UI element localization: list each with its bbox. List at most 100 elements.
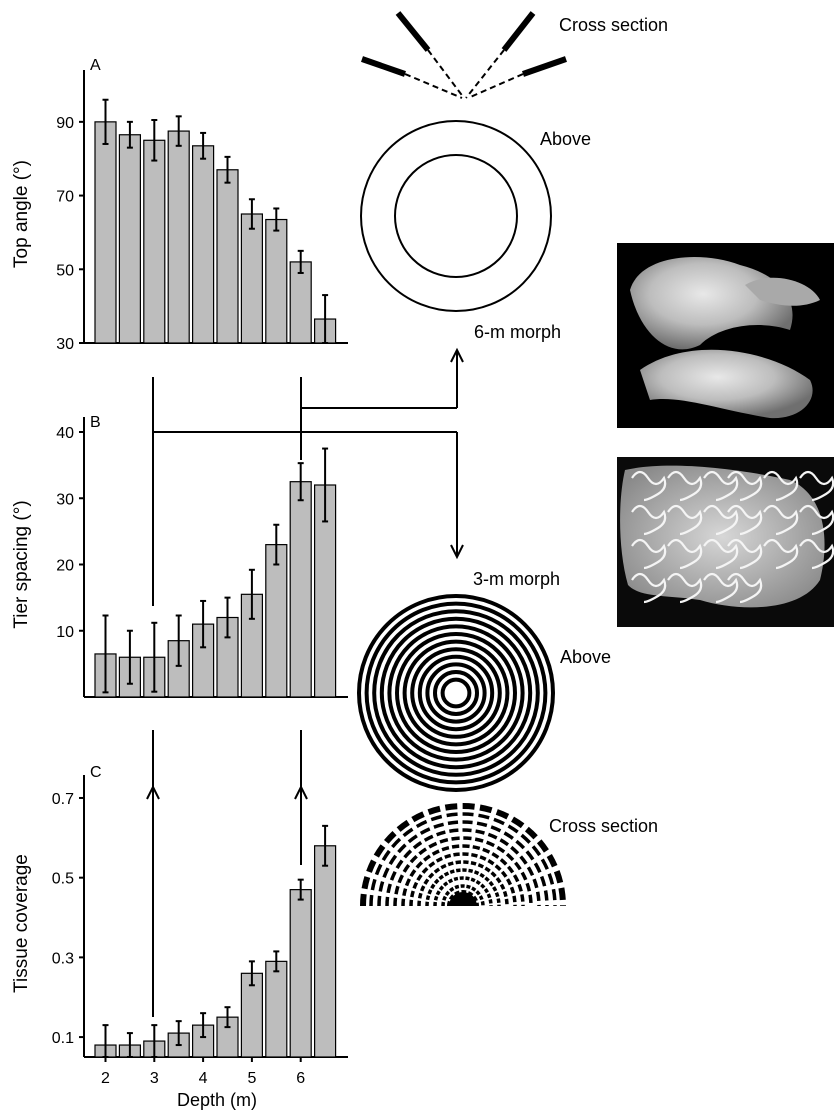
- panel-c-tissue-coverage-chart: C 0.1 0.3 0.5 0.7 Tissue coverage 2 3 4 5 6: [11, 764, 348, 1087]
- panel-letter: B: [90, 414, 101, 431]
- coral-ridge: [703, 572, 739, 604]
- coral-ridge: [727, 470, 763, 502]
- bar: [265, 218, 288, 344]
- cross-section-arc: [441, 884, 485, 907]
- coral-ridge: [763, 538, 799, 570]
- cross-section-arc: [385, 828, 541, 907]
- coral-ridge: [667, 504, 703, 536]
- ring: [433, 670, 479, 716]
- coral-ridge: [703, 538, 739, 570]
- ring: [395, 632, 517, 754]
- y-axis-label: Tissue coverage: [11, 854, 32, 993]
- bar: [118, 134, 142, 344]
- panel-letter: C: [90, 764, 102, 781]
- cross-section-arc: [409, 852, 517, 907]
- y-tick-label: 10: [56, 624, 74, 641]
- coral-ridge: [799, 504, 834, 536]
- x-axis-label: Depth (m): [177, 1090, 257, 1110]
- ring: [387, 624, 525, 762]
- coral-ridge: [727, 572, 763, 604]
- bar: [192, 145, 215, 344]
- coral-ridge: [667, 470, 703, 502]
- x-tick-label: 3: [150, 1070, 159, 1087]
- bar: [265, 960, 288, 1058]
- y-tick-label: 0.7: [52, 791, 74, 808]
- x-tick-label: 5: [247, 1070, 256, 1087]
- ring: [425, 662, 487, 724]
- bottom-above-label: Above: [560, 647, 611, 667]
- cross-section-arc: [393, 836, 533, 907]
- arrowhead-up-6m-morph-icon: [450, 347, 464, 363]
- morph-6m-label: 6-m morph: [474, 322, 561, 342]
- y-tick-label: 50: [56, 262, 74, 279]
- cross-section-3m-diagram: [360, 803, 566, 907]
- coral-ridge: [703, 504, 739, 536]
- coral-ridge: [667, 538, 703, 570]
- coral-ridge: [631, 572, 667, 604]
- cross-section-core: [449, 892, 477, 906]
- coral-ridge: [631, 470, 667, 502]
- arrowhead-up-3m-lower-icon: [146, 784, 160, 800]
- bar: [289, 261, 312, 344]
- bar: [167, 130, 190, 344]
- y-axis-label: Top angle (°): [11, 160, 32, 268]
- above-view-6m-diagram: [360, 120, 552, 312]
- cross-section-arc: [360, 803, 566, 907]
- bottom-cross-section-label: Cross section: [549, 816, 658, 836]
- coral-ridge: [631, 538, 667, 570]
- y-tick-label: 20: [56, 558, 74, 575]
- panel-letter: A: [90, 57, 101, 74]
- x-tick-label: 4: [199, 1070, 208, 1087]
- morph-3m-label: 3-m morph: [473, 569, 560, 589]
- ring: [372, 609, 540, 777]
- bar: [289, 889, 312, 1058]
- ring: [440, 677, 472, 709]
- bar: [216, 169, 239, 344]
- y-tick-label: 0.1: [52, 1030, 74, 1047]
- coral-ridge: [763, 470, 799, 502]
- coral-ridge: [799, 470, 834, 502]
- cross-section-arc: [425, 868, 501, 907]
- cross-section-arc: [369, 812, 557, 907]
- coral-ridge: [727, 504, 763, 536]
- panel-a-top-angle-chart: A 30 50 70 90 Top angle (°): [11, 57, 348, 353]
- ring: [357, 594, 555, 792]
- top-cross-section-label: Cross section: [559, 15, 668, 35]
- y-tick-label: 70: [56, 189, 74, 206]
- arrowhead-up-6m-lower-icon: [294, 784, 308, 800]
- bar: [314, 845, 337, 1058]
- ring: [379, 616, 533, 770]
- ring: [402, 639, 510, 747]
- cross-section-arc: [417, 860, 509, 907]
- coral-ridge: [667, 572, 703, 604]
- y-tick-label: 90: [56, 115, 74, 132]
- y-axis-label: Tier spacing (°): [11, 500, 32, 628]
- cross-section-arc: [377, 820, 549, 907]
- coral-ridge: [631, 504, 667, 536]
- coral-ridge: [727, 538, 763, 570]
- coral-ridge: [799, 538, 834, 570]
- y-tick-label: 30: [56, 336, 74, 353]
- cross-section-6m-diagram: Cross section: [361, 11, 668, 99]
- bar: [265, 544, 288, 698]
- plate-dashed-segments: [404, 49, 524, 99]
- x-tick-label: 6: [296, 1070, 305, 1087]
- ring: [364, 601, 548, 785]
- arrowhead-down-3m-morph-icon: [450, 544, 464, 560]
- photo-6m-morph-coral: [617, 243, 834, 428]
- photo-3m-morph-coral: [617, 457, 834, 627]
- cross-section-arc: [401, 844, 525, 907]
- top-above-label: Above: [540, 129, 591, 149]
- x-tick-label: 2: [101, 1070, 110, 1087]
- ring: [410, 647, 502, 739]
- bar: [289, 481, 312, 698]
- bar: [240, 213, 263, 344]
- plate-solid-segments: [361, 11, 567, 77]
- y-tick-label: 0.3: [52, 950, 74, 967]
- y-tick-label: 0.5: [52, 871, 74, 888]
- y-tick-label: 40: [56, 425, 74, 442]
- y-tick-label: 30: [56, 491, 74, 508]
- bar: [94, 121, 117, 344]
- connector-lines: [146, 347, 464, 1017]
